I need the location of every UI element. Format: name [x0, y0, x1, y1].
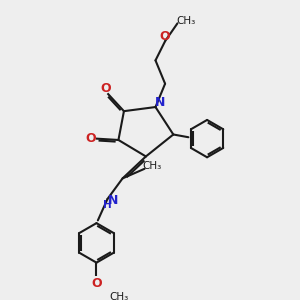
Text: O: O [91, 277, 102, 290]
Text: O: O [86, 132, 96, 145]
Text: CH₃: CH₃ [176, 16, 195, 26]
Text: CH₃: CH₃ [110, 292, 129, 300]
Text: CH₃: CH₃ [142, 161, 162, 171]
Text: N: N [155, 96, 166, 110]
Text: H: H [103, 200, 111, 210]
Text: O: O [160, 30, 170, 43]
Text: N: N [108, 194, 119, 207]
Text: O: O [100, 82, 111, 95]
